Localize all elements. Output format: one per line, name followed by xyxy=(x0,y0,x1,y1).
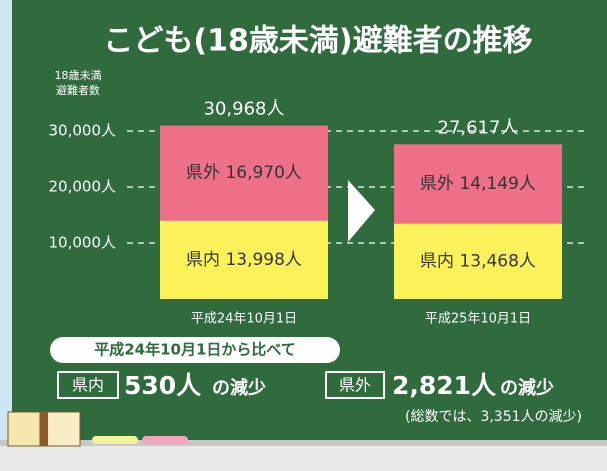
amount: 530人 xyxy=(124,371,201,400)
total-label: 27,617人 xyxy=(438,117,519,138)
y-tick-label: 10,000人 xyxy=(49,234,117,252)
y-axis-label: 18歳未満 xyxy=(55,69,102,82)
chart-title: こども(18歳未満)避難者の推移 xyxy=(103,24,532,59)
tag: 県外 xyxy=(339,376,371,395)
x-tick-label: 平成25年10月1日 xyxy=(425,312,531,327)
y-axis-label: 避難者数 xyxy=(56,83,100,97)
page: こども(18歳未満)避難者の推移 18歳未満 避難者数 平成24年10月1日から… xyxy=(0,0,607,471)
segment-label: 県内 13,468人 xyxy=(420,251,536,271)
chalk xyxy=(92,436,138,444)
book-spine xyxy=(40,412,48,446)
segment-label: 県外 14,149人 xyxy=(420,174,536,194)
y-tick-label: 20,000人 xyxy=(49,178,117,196)
tag: 県内 xyxy=(72,376,104,395)
segment-label: 県外 16,970人 xyxy=(186,163,302,183)
tray-edge xyxy=(0,440,607,446)
total-label: 30,968人 xyxy=(204,99,285,120)
x-tick-label: 平成24年10月1日 xyxy=(191,312,297,327)
chalk xyxy=(142,436,188,444)
amount: 2,821人 xyxy=(392,371,496,400)
segment-label: 県内 13,998人 xyxy=(186,250,302,270)
suffix: の減少 xyxy=(500,377,554,399)
note: (総数では、3,351人の減少) xyxy=(405,408,582,425)
comparison-heading: 平成24年10月1日から比べて xyxy=(94,341,296,359)
y-tick-label: 30,000人 xyxy=(49,122,117,140)
suffix: の減少 xyxy=(212,377,266,399)
